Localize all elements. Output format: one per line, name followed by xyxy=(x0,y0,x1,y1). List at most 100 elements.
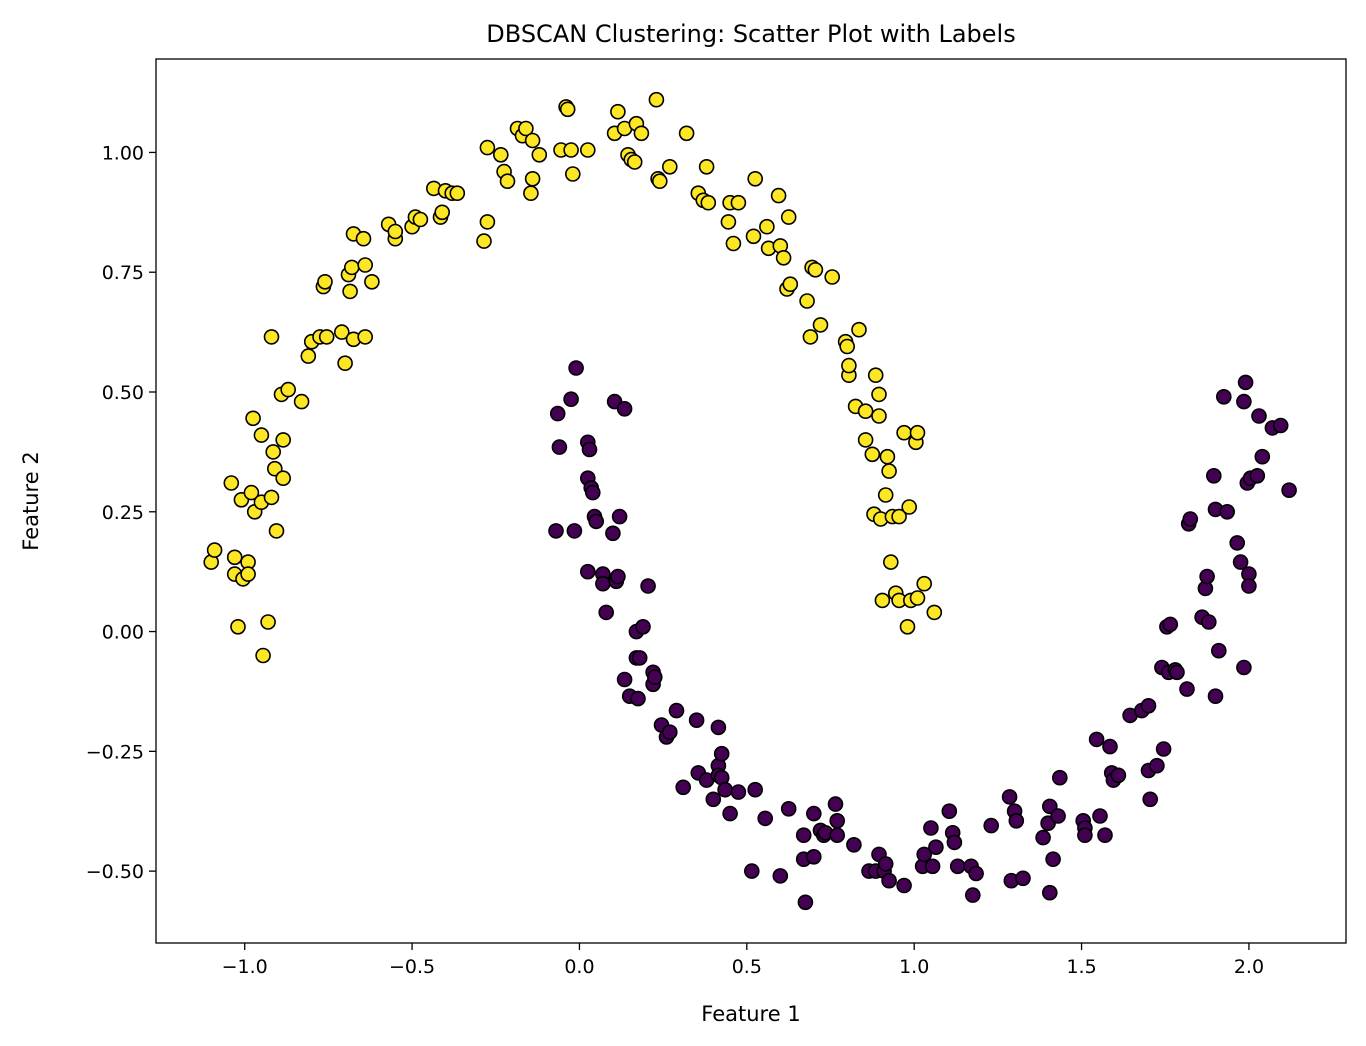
data-point-cluster-0 xyxy=(566,523,583,539)
data-point-cluster-1 xyxy=(881,463,897,479)
x-tick-label: 2.0 xyxy=(1234,956,1264,978)
data-point-cluster-1 xyxy=(877,487,894,503)
x-axis-label: Feature 1 xyxy=(701,1002,800,1026)
data-point-cluster-1 xyxy=(851,321,867,338)
data-point-cluster-1 xyxy=(839,338,856,355)
data-point-cluster-0 xyxy=(1182,511,1199,527)
data-point-cluster-0 xyxy=(1142,791,1158,808)
data-point-cluster-0 xyxy=(635,618,651,635)
data-point-cluster-1 xyxy=(300,348,317,364)
data-point-cluster-1 xyxy=(725,235,742,252)
data-point-cluster-0 xyxy=(646,669,663,685)
data-point-cluster-0 xyxy=(616,400,633,417)
data-point-cluster-0 xyxy=(1102,738,1118,755)
data-point-cluster-0 xyxy=(983,817,1000,834)
x-tick-label: 1.0 xyxy=(899,956,929,978)
data-point-cluster-1 xyxy=(499,173,516,189)
data-point-cluster-1 xyxy=(661,159,678,175)
data-point-cluster-0 xyxy=(827,796,844,812)
data-point-cluster-1 xyxy=(230,618,246,635)
data-point-cluster-1 xyxy=(280,381,297,398)
y-tick-label: 0.25 xyxy=(102,502,144,524)
data-point-cluster-1 xyxy=(782,276,799,293)
data-point-cluster-0 xyxy=(581,441,598,458)
data-point-cluster-0 xyxy=(1237,374,1254,391)
data-point-cluster-0 xyxy=(598,604,615,621)
data-point-cluster-1 xyxy=(780,209,797,225)
data-point-cluster-1 xyxy=(864,446,881,463)
data-point-cluster-0 xyxy=(1236,659,1252,676)
data-point-cluster-0 xyxy=(1077,827,1093,844)
data-point-cluster-1 xyxy=(559,101,576,118)
data-point-cluster-1 xyxy=(700,194,717,211)
data-point-cluster-1 xyxy=(449,185,466,201)
data-point-cluster-1 xyxy=(770,187,787,204)
data-point-cluster-1 xyxy=(492,147,509,163)
data-point-cluster-1 xyxy=(824,269,841,285)
data-point-cluster-0 xyxy=(611,508,628,525)
data-point-cluster-1 xyxy=(412,211,429,228)
data-point-cluster-1 xyxy=(901,499,918,515)
data-point-cluster-1 xyxy=(909,424,926,441)
data-point-cluster-0 xyxy=(1229,535,1245,551)
data-point-cluster-0 xyxy=(1088,731,1105,748)
data-point-cluster-1 xyxy=(476,233,492,249)
data-point-cluster-0 xyxy=(877,856,894,872)
data-point-cluster-0 xyxy=(1249,467,1266,484)
data-point-cluster-0 xyxy=(928,839,944,856)
y-tick-label: −0.25 xyxy=(86,741,144,763)
data-point-cluster-1 xyxy=(524,132,541,149)
data-point-cluster-1 xyxy=(745,228,762,245)
data-point-cluster-1 xyxy=(759,218,775,235)
data-point-cluster-0 xyxy=(568,360,584,376)
data-point-cluster-0 xyxy=(924,858,941,875)
data-point-cluster-0 xyxy=(610,568,626,585)
data-point-cluster-0 xyxy=(1254,448,1271,465)
data-point-cluster-1 xyxy=(857,403,874,420)
data-point-cluster-0 xyxy=(548,523,564,539)
data-point-cluster-0 xyxy=(896,877,912,894)
data-point-cluster-0 xyxy=(772,868,789,884)
data-point-cluster-1 xyxy=(263,489,280,506)
data-point-cluster-0 xyxy=(805,805,822,822)
data-point-cluster-0 xyxy=(705,791,722,808)
data-point-cluster-1 xyxy=(479,214,496,230)
data-point-cluster-0 xyxy=(605,525,621,542)
data-point-cluster-0 xyxy=(1008,812,1025,829)
data-point-cluster-1 xyxy=(275,432,292,448)
data-point-cluster-0 xyxy=(743,863,760,879)
data-point-cluster-0 xyxy=(949,858,966,875)
data-point-cluster-1 xyxy=(293,393,310,410)
data-point-cluster-0 xyxy=(1206,467,1222,484)
data-point-cluster-0 xyxy=(722,805,738,822)
data-point-cluster-1 xyxy=(891,508,907,525)
data-point-cluster-0 xyxy=(588,513,605,530)
data-point-cluster-0 xyxy=(551,439,568,455)
data-point-cluster-0 xyxy=(563,391,579,408)
data-point-cluster-1 xyxy=(812,317,829,333)
data-point-cluster-0 xyxy=(1042,884,1058,901)
y-axis-ticks: −0.50 −0.25 0.00 0.25 0.50 0.75 1.00 xyxy=(86,142,156,883)
data-point-cluster-0 xyxy=(747,781,764,798)
data-point-cluster-0 xyxy=(640,578,656,594)
data-point-cluster-0 xyxy=(1045,851,1061,868)
data-point-cluster-1 xyxy=(909,590,926,606)
data-point-cluster-1 xyxy=(610,103,626,120)
y-tick-label: 1.00 xyxy=(102,142,144,164)
data-point-cluster-0 xyxy=(1155,741,1172,757)
data-point-cluster-0 xyxy=(964,887,981,903)
data-point-cluster-1 xyxy=(245,410,261,427)
data-point-cluster-1 xyxy=(874,592,891,609)
data-point-cluster-0 xyxy=(1211,642,1227,659)
data-point-cluster-1 xyxy=(387,223,404,240)
data-point-cluster-1 xyxy=(479,139,496,156)
data-point-cluster-1 xyxy=(357,329,374,345)
y-axis-label: Feature 2 xyxy=(19,451,43,550)
data-point-cluster-0 xyxy=(579,563,596,580)
data-point-cluster-0 xyxy=(846,836,862,853)
data-point-cluster-0 xyxy=(1015,870,1031,887)
data-point-cluster-1 xyxy=(255,647,271,664)
data-point-cluster-1 xyxy=(531,147,548,163)
data-point-cluster-1 xyxy=(678,125,695,142)
data-point-cluster-0 xyxy=(595,575,611,592)
